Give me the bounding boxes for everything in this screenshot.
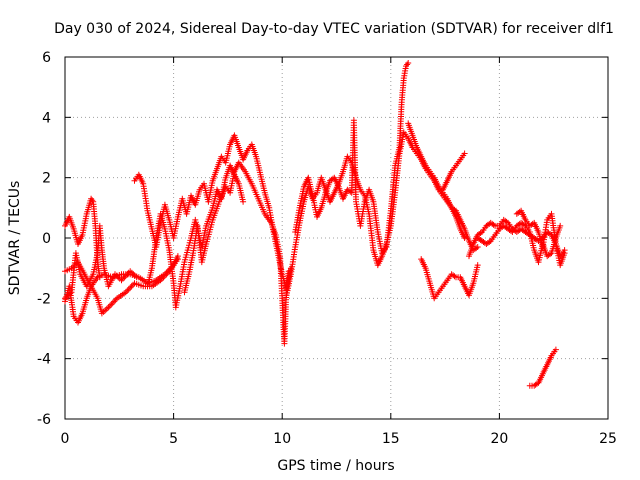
plot-frame [64, 56, 609, 420]
series-seg-k [439, 150, 468, 193]
x-tick-label: 5 [169, 431, 178, 447]
data-point-markers [131, 132, 294, 293]
series-seg-l [418, 256, 481, 302]
data-point-markers [439, 150, 468, 193]
grid [65, 57, 608, 419]
series-seg-n [513, 207, 568, 269]
y-tick-label: -4 [37, 352, 51, 368]
data-point-markers [62, 222, 140, 302]
data-point-markers [292, 60, 412, 257]
y-tick-label: 0 [42, 231, 51, 247]
x-tick-label: 10 [273, 431, 291, 447]
series-seg-o [474, 219, 564, 266]
series-seg-j [405, 120, 468, 241]
y-tick-label: -6 [37, 412, 51, 428]
data-point-markers [144, 162, 247, 311]
axis-ticks: 0 5 10 15 20 25 -6 -4 -2 0 2 4 6 [37, 50, 617, 447]
data-point-markers [526, 346, 559, 389]
data-point-markers [418, 256, 481, 302]
x-tick-label: 15 [382, 431, 400, 447]
series-seg-p [526, 346, 559, 389]
series-seg-d [62, 222, 140, 302]
y-axis-label: SDTVAR / TECUs [7, 181, 23, 296]
x-tick-label: 0 [61, 431, 70, 447]
x-axis-label: GPS time / hours [277, 458, 394, 474]
chart-title: Day 030 of 2024, Sidereal Day-to-day VTE… [54, 21, 614, 37]
y-tick-label: -2 [37, 291, 51, 307]
series-seg-i [292, 60, 412, 257]
series-seg-g [181, 159, 292, 347]
data-point-markers [181, 159, 292, 347]
series-seg-f [144, 162, 247, 311]
x-tick-label: 25 [599, 431, 617, 447]
series-line [285, 130, 479, 296]
y-tick-label: 4 [42, 110, 51, 126]
y-tick-label: 6 [42, 50, 51, 66]
y-tick-label: 2 [42, 171, 51, 187]
x-tick-label: 20 [490, 431, 508, 447]
data-point-markers [405, 120, 468, 241]
series-group [62, 60, 568, 389]
data-point-markers [474, 219, 564, 266]
